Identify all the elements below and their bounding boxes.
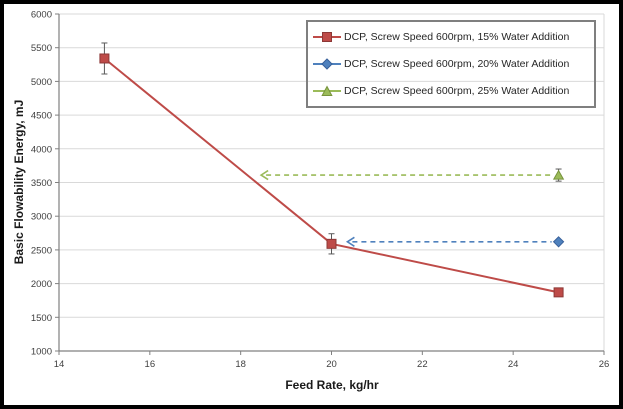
left-arrowhead-icon: [345, 236, 355, 247]
square-marker: [99, 53, 110, 64]
y-tick-label: 5500: [31, 43, 52, 54]
y-tick-label: 2500: [31, 245, 52, 256]
y-tick-label: 4000: [31, 144, 52, 155]
y-tick-label: 2000: [31, 279, 52, 290]
diamond-marker: [552, 236, 565, 248]
x-tick-label: 26: [599, 359, 610, 370]
y-tick-label: 6000: [31, 10, 52, 21]
y-tick-label: 5000: [31, 77, 52, 88]
y-tick-label: 3500: [31, 178, 52, 189]
legend-box: DCP, Screw Speed 600rpm, 15% Water Addit…: [306, 20, 596, 108]
legend-label-20pct-water: DCP, Screw Speed 600rpm, 20% Water Addit…: [344, 57, 570, 70]
x-tick-label: 16: [145, 359, 156, 370]
legend-item-20pct-water: DCP, Screw Speed 600rpm, 20% Water Addit…: [313, 58, 592, 70]
y-tick-label: 4500: [31, 111, 52, 122]
green-triangle-line-icon: [313, 85, 341, 96]
triangle-marker: [552, 169, 565, 180]
legend-label-15pct-water: DCP, Screw Speed 600rpm, 15% Water Addit…: [344, 31, 570, 44]
legend-label-25pct-water: DCP, Screw Speed 600rpm, 25% Water Addit…: [344, 84, 570, 97]
x-tick-label: 22: [417, 359, 428, 370]
square-marker: [326, 238, 337, 249]
x-tick-label: 18: [235, 359, 246, 370]
legend-item-25pct-water: DCP, Screw Speed 600rpm, 25% Water Addit…: [313, 85, 592, 97]
x-tick-label: 20: [326, 359, 337, 370]
x-tick-label: 14: [54, 359, 65, 370]
red-square-line-icon: [313, 32, 341, 43]
x-tick-label: 24: [508, 359, 519, 370]
y-tick-label: 1500: [31, 313, 52, 324]
square-marker: [553, 287, 564, 298]
y-tick-label: 1000: [31, 347, 52, 358]
chart-canvas: 14 16 18 20 22 24 26 1000 1500 2000 2500 3000 3500 40…: [31, 10, 610, 371]
left-arrowhead-icon: [259, 169, 269, 181]
y-axis-title: Basic Flowability Energy, mJ: [12, 99, 26, 265]
legend-item-15pct-water: DCP, Screw Speed 600rpm, 15% Water Addit…: [313, 31, 592, 43]
y-tick-label: 3000: [31, 212, 52, 223]
x-axis-title: Feed Rate, kg/hr: [285, 378, 379, 392]
blue-diamond-line-icon: [313, 58, 341, 70]
